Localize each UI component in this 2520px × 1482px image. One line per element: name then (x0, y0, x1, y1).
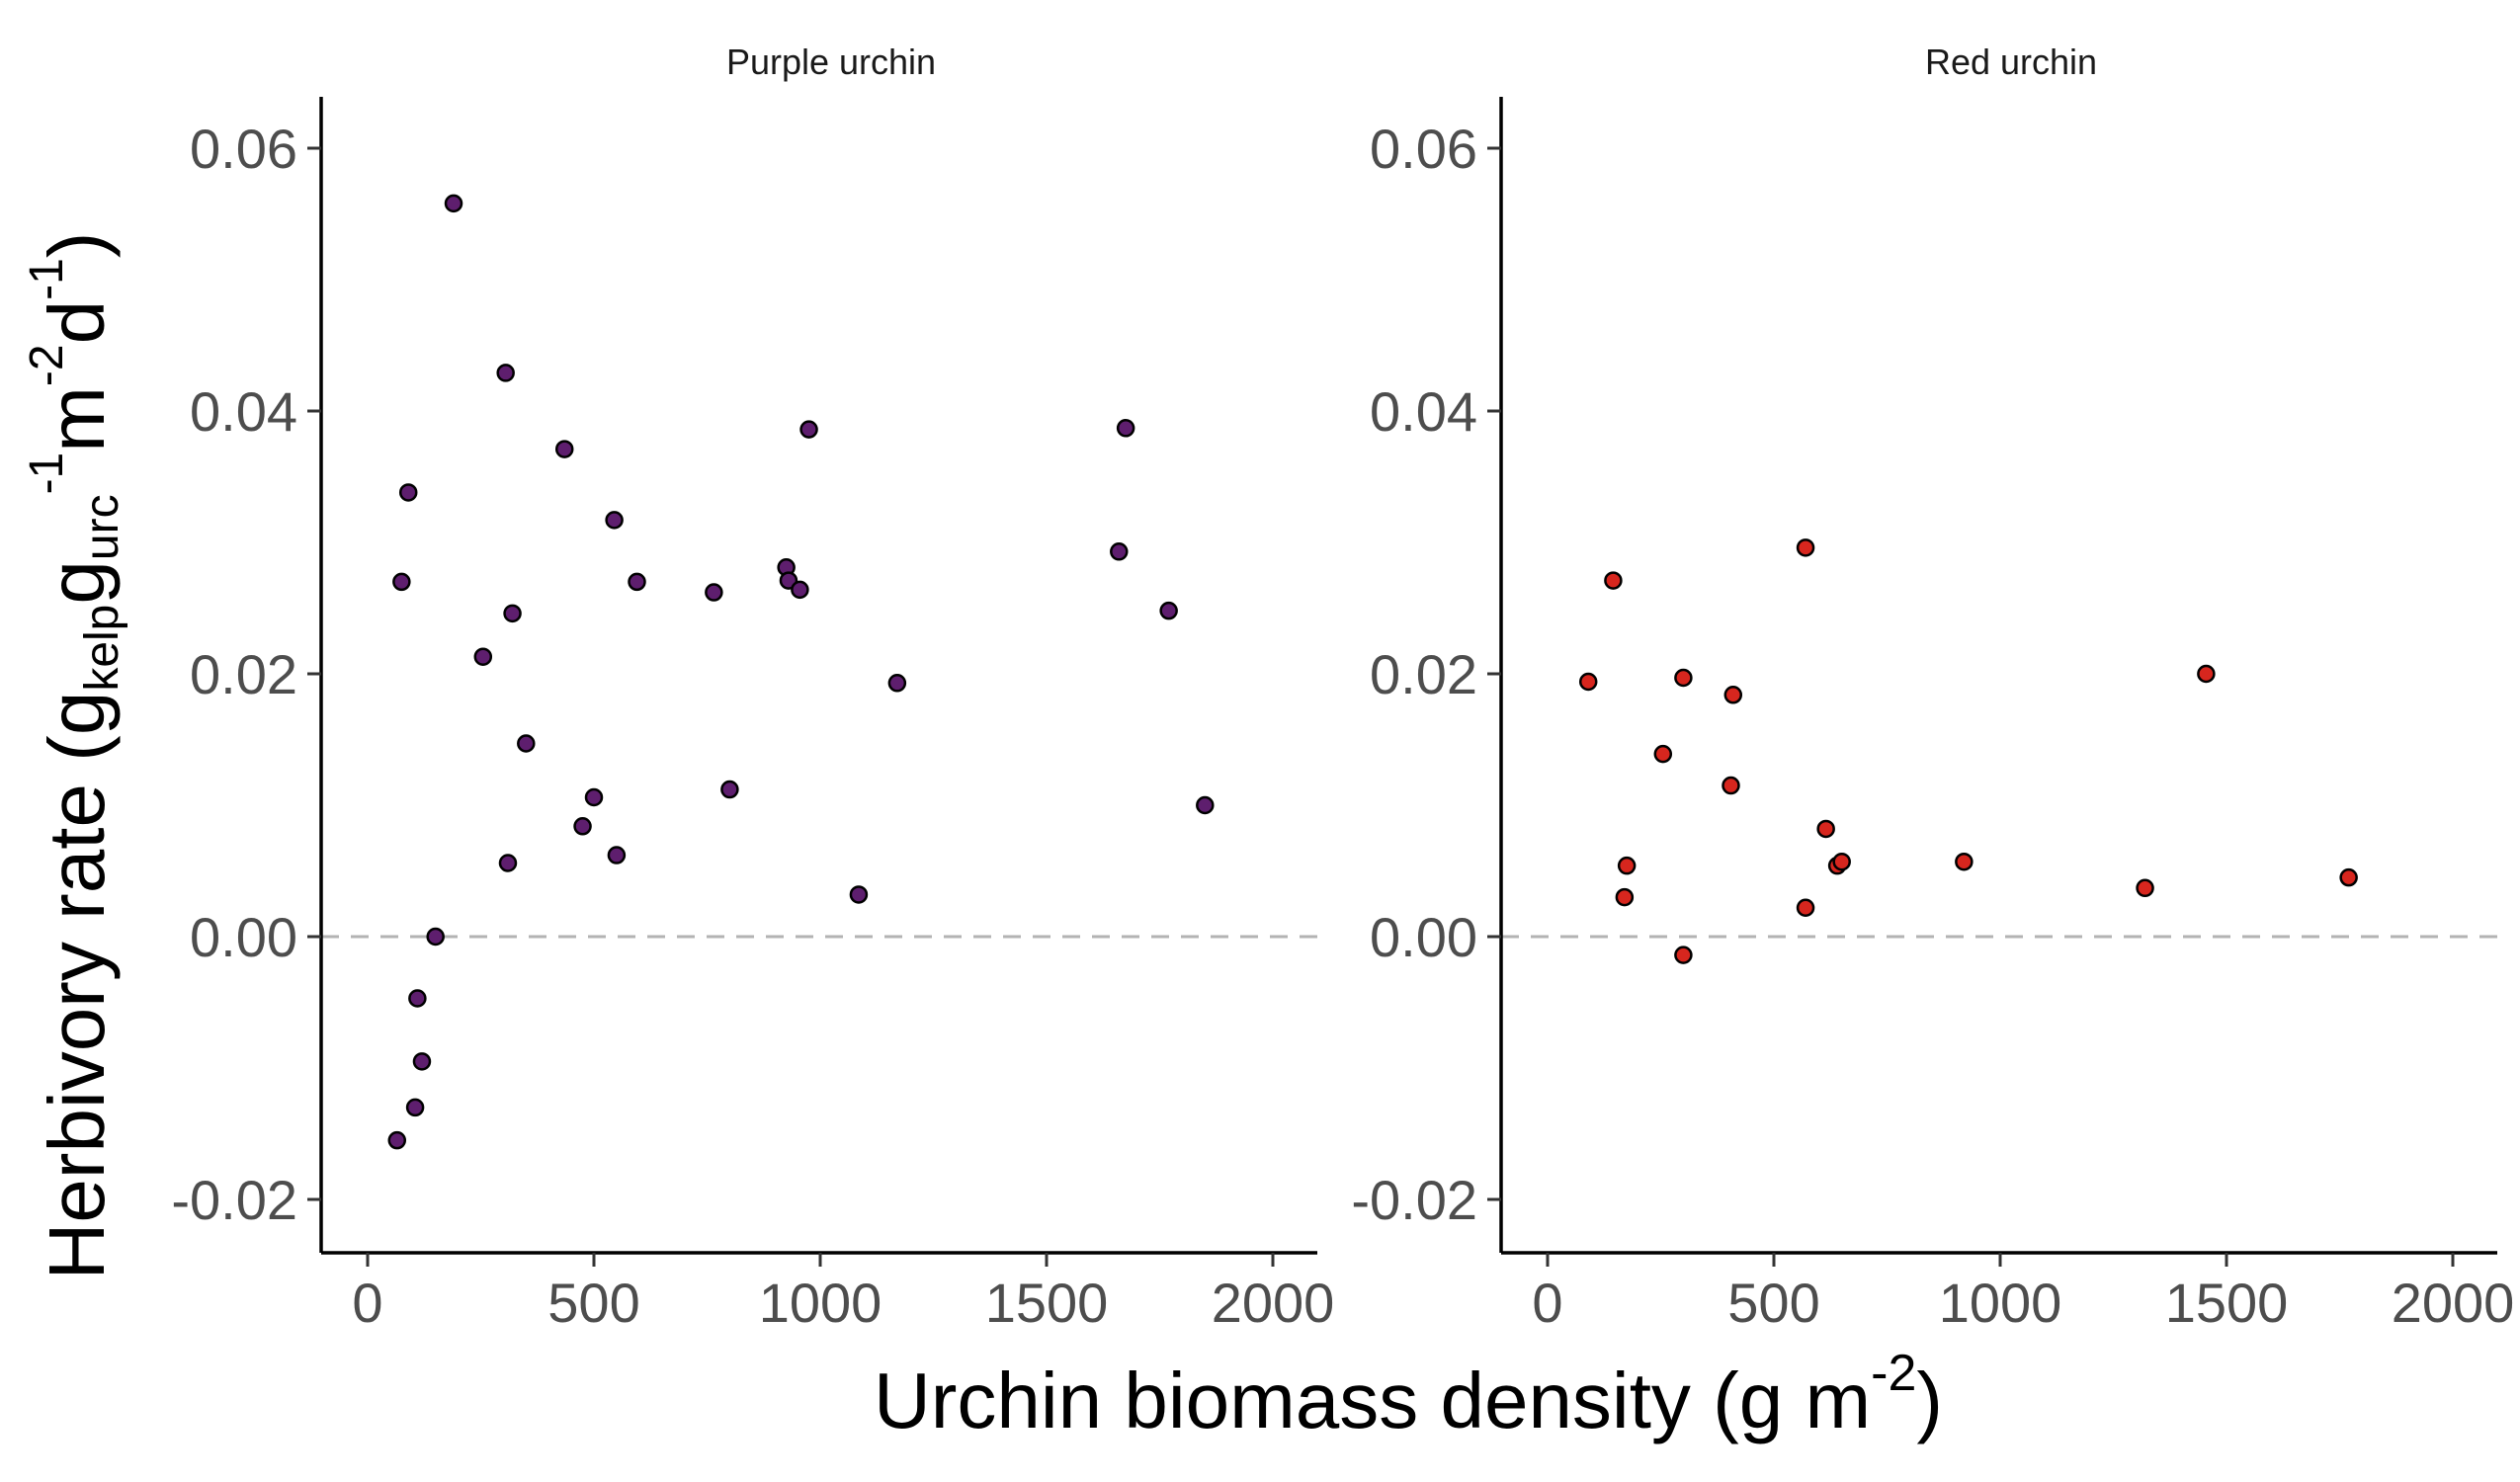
y-tick-label: 0.02 (190, 643, 297, 705)
data-point (426, 927, 445, 947)
x-tick-label: 2000 (2392, 1272, 2515, 1334)
y-tick-label: 0.00 (190, 906, 297, 968)
data-point (720, 780, 739, 799)
x-tick-label: 0 (352, 1272, 382, 1334)
data-point (887, 674, 907, 693)
x-axis-title: Urchin biomass density (g m-2) (874, 1345, 1943, 1444)
x-tick-label: 2000 (1212, 1272, 1335, 1334)
data-point (1159, 601, 1178, 620)
data-point (1653, 744, 1673, 764)
y-tick-label: -0.02 (171, 1169, 297, 1231)
panel-title: Red urchin (1925, 41, 2097, 82)
data-point (2197, 664, 2216, 684)
y-axis-title: Herbivory rate (gkelpgurc-1m-2d-1) (21, 232, 128, 1280)
data-point (554, 440, 574, 458)
data-point (791, 580, 809, 600)
data-point (799, 420, 818, 439)
data-point (1674, 946, 1693, 964)
data-point (1796, 538, 1815, 557)
data-point (392, 572, 411, 592)
data-point (405, 1098, 425, 1117)
data-point (398, 483, 418, 502)
y-tick-label: -0.02 (1351, 1169, 1477, 1231)
data-point (1796, 898, 1815, 917)
data-point (573, 817, 592, 836)
data-point (503, 604, 522, 623)
data-point (1578, 672, 1598, 692)
x-tick-label: 0 (1532, 1272, 1562, 1334)
data-point (1110, 542, 1129, 561)
data-point (1615, 887, 1635, 907)
data-point (1617, 856, 1637, 875)
data-point (628, 572, 646, 592)
data-point (498, 854, 518, 872)
data-point (1604, 571, 1623, 590)
data-point (1722, 776, 1740, 795)
data-point (496, 364, 515, 382)
data-point (1196, 795, 1215, 815)
panel-purple-urchin: Purple urchin -0.02 0.00 0.02 0.04 0.06 0 500 10… (171, 41, 1334, 1334)
chart-panels: Purple urchin -0.02 0.00 0.02 0.04 0.06 0 500 10… (171, 41, 2514, 1334)
y-tick-label: 0.04 (1370, 380, 1477, 443)
data-point (607, 846, 627, 864)
x-tick-label: 1000 (1939, 1272, 2062, 1334)
data-point (605, 511, 624, 530)
panel-title: Purple urchin (726, 41, 936, 82)
data-point (705, 583, 723, 602)
data-point (849, 885, 869, 904)
x-tick-label: 1000 (759, 1272, 882, 1334)
data-point (1955, 852, 1974, 871)
data-point (1116, 419, 1135, 438)
x-tick-label: 500 (1727, 1272, 1819, 1334)
y-tick-label: 0.00 (1370, 906, 1477, 968)
y-tick-label: 0.04 (190, 380, 297, 443)
y-tick-label: 0.02 (1370, 643, 1477, 705)
panel-red-urchin: Red urchin -0.02 0.00 0.02 0.04 0.06 0 500 1000 1… (1351, 41, 2514, 1334)
data-point (387, 1130, 407, 1150)
y-tick-label: 0.06 (190, 118, 297, 180)
data-point (517, 734, 536, 753)
data-point (1832, 852, 1851, 871)
data-point (412, 1052, 432, 1071)
data-point (2136, 878, 2154, 898)
data-point (584, 787, 604, 807)
data-point (1723, 686, 1743, 704)
data-point (1816, 819, 1835, 839)
x-tick-label: 1500 (985, 1272, 1109, 1334)
data-point (444, 194, 463, 213)
data-point (2339, 867, 2358, 887)
y-tick-label: 0.06 (1370, 118, 1477, 180)
data-point (1674, 668, 1693, 688)
x-tick-label: 1500 (2165, 1272, 2289, 1334)
x-tick-label: 500 (547, 1272, 639, 1334)
data-point (408, 989, 427, 1008)
data-point (473, 647, 493, 666)
